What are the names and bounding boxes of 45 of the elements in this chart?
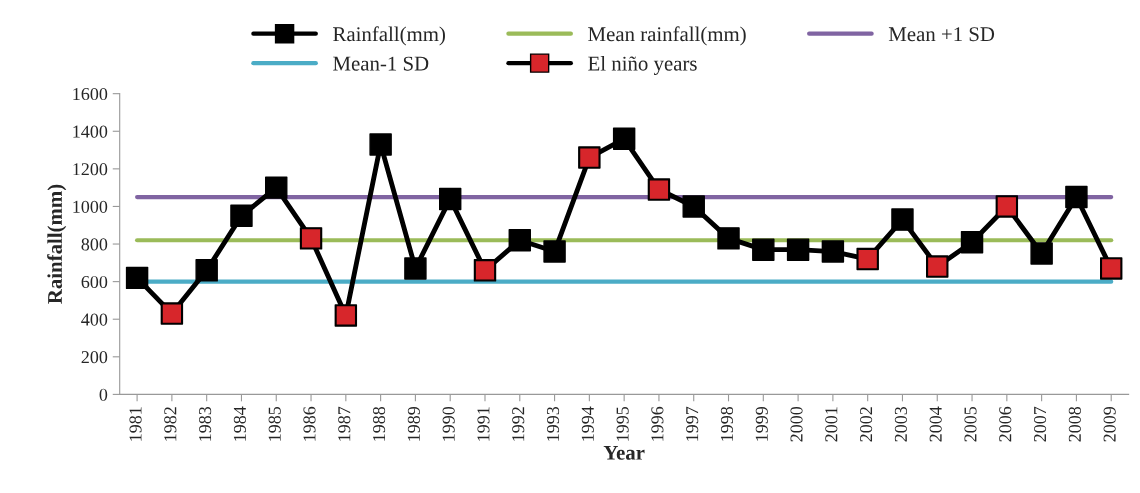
x-tick-label: 1994 bbox=[581, 406, 594, 441]
y-axis-title: Rainfall(mm) bbox=[47, 184, 67, 304]
y-tick-label: 800 bbox=[81, 238, 108, 251]
x-tick-label: 1985 bbox=[268, 406, 281, 441]
y-tick-label: 400 bbox=[81, 313, 108, 326]
x-tick-label: 1981 bbox=[129, 407, 142, 441]
x-tick-label: 1986 bbox=[303, 406, 316, 441]
x-tick-label: 2006 bbox=[999, 406, 1012, 442]
x-tick-label: 1989 bbox=[407, 406, 420, 441]
x-axis-title: Year bbox=[603, 445, 645, 460]
x-tick-label: 1982 bbox=[164, 407, 177, 441]
legend-label: Mean +1 SD bbox=[888, 27, 995, 42]
legend-label: Rainfall(mm) bbox=[333, 26, 445, 46]
x-tick-label: 2009 bbox=[1103, 406, 1116, 442]
x-tick-label: 2004 bbox=[929, 406, 942, 442]
x-tick-label: 1999 bbox=[755, 406, 768, 441]
x-tick-label: 1993 bbox=[546, 406, 560, 441]
x-tick-label: 1988 bbox=[372, 406, 386, 441]
x-tick-label: 1984 bbox=[233, 406, 246, 441]
y-tick-label: 1200 bbox=[73, 163, 108, 176]
y-tick-label: 600 bbox=[81, 275, 108, 289]
x-tick-label: 1995 bbox=[616, 406, 629, 441]
x-tick-label: 2003 bbox=[894, 406, 907, 442]
x-tick-label: 2000 bbox=[790, 406, 803, 442]
y-tick-label: 1400 bbox=[73, 125, 108, 138]
x-tick-label: 1992 bbox=[512, 407, 525, 441]
x-tick-label: 1998 bbox=[720, 406, 734, 441]
x-tick-label: 2002 bbox=[860, 407, 873, 442]
x-tick-label: 1983 bbox=[199, 406, 212, 441]
x-tick-label: 1996 bbox=[651, 406, 664, 441]
legend-label: Mean-1 SD bbox=[333, 56, 429, 71]
legend-label: Mean rainfall(mm) bbox=[588, 26, 746, 46]
legend-label: El niño years bbox=[588, 55, 697, 75]
x-tick-label: 2001 bbox=[825, 407, 838, 442]
y-tick-label: 200 bbox=[81, 351, 108, 364]
y-tick-label: 1600 bbox=[73, 87, 108, 101]
x-tick-label: 2008 bbox=[1068, 406, 1081, 442]
x-tick-label: 2005 bbox=[964, 406, 977, 442]
y-tick-label: 0 bbox=[99, 388, 108, 401]
x-tick-label: 1990 bbox=[442, 406, 455, 441]
x-tick-label: 1987 bbox=[338, 406, 351, 441]
x-tick-label: 1997 bbox=[686, 406, 699, 441]
x-tick-label: 1991 bbox=[477, 407, 490, 441]
y-tick-label: 1000 bbox=[73, 200, 108, 213]
x-tick-label: 2007 bbox=[1033, 406, 1047, 442]
